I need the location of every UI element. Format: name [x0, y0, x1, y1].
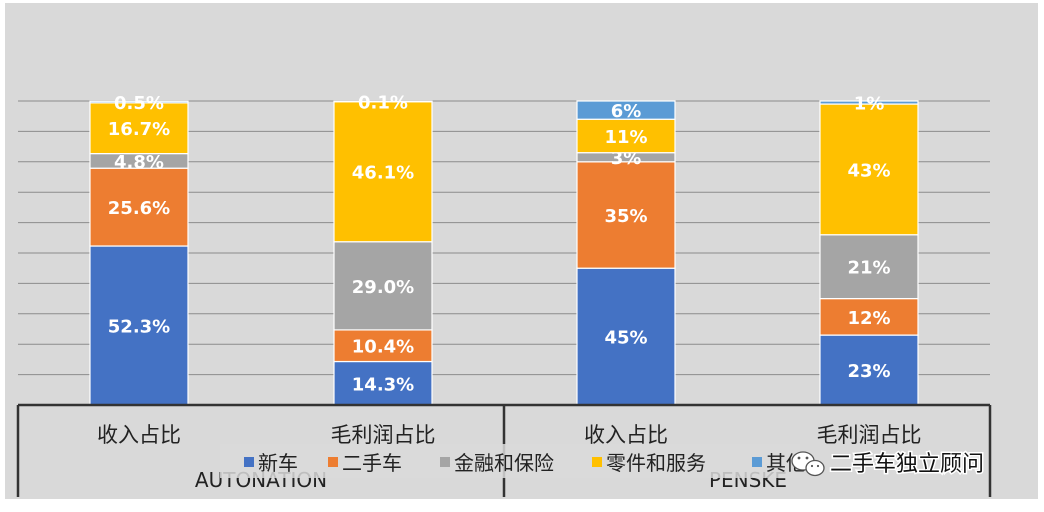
data-label: 23% — [847, 361, 890, 382]
bar-segment — [333, 241, 433, 331]
legend-label: 二手车 — [342, 451, 402, 475]
legend-background — [220, 444, 800, 478]
data-label: 1% — [854, 94, 885, 115]
bars: 52.3% 25.6% 4.8% 16.7% 0.5% 14.3% 10.4% 29.0% 46… — [89, 92, 919, 406]
data-label: 21% — [847, 258, 890, 279]
bar-segment — [89, 167, 189, 247]
data-label: 25.6% — [108, 198, 170, 219]
bar-segment — [89, 102, 189, 155]
bar-segment — [89, 100, 189, 104]
legend-label: 金融和保险 — [454, 451, 554, 475]
bar-segment — [333, 101, 433, 243]
bar-segment — [333, 360, 433, 406]
data-label: 12% — [847, 308, 890, 329]
legend-label: 新车 — [258, 451, 298, 475]
watermark-text: 二手车独立顾问 — [830, 452, 984, 477]
legend-swatch — [752, 457, 762, 467]
data-label: 0.5% — [114, 93, 164, 114]
bar-segment — [576, 118, 676, 154]
bar-segment — [576, 100, 676, 120]
legend-swatch — [592, 457, 602, 467]
bar-segment — [819, 234, 919, 300]
bar-segment — [819, 103, 919, 236]
tick-label: 收入占比 — [97, 423, 181, 447]
legend-swatch — [328, 457, 338, 467]
data-label: 11% — [604, 127, 647, 148]
data-label: 0.1% — [358, 92, 408, 113]
data-label: 3% — [611, 148, 642, 169]
data-label: 43% — [847, 160, 890, 181]
data-label: 35% — [604, 206, 647, 227]
data-label: 52.3% — [108, 317, 170, 338]
data-label: 4.8% — [114, 152, 164, 173]
svg-text:二手车独立顾问: 二手车独立顾问 — [830, 452, 984, 477]
legend: 新车 二手车 金融和保险 零件和服务 其他 — [220, 444, 806, 478]
bar-segment — [819, 100, 919, 105]
watermark: 二手车独立顾问 二手车独立顾问 — [791, 451, 986, 479]
data-label: 6% — [611, 101, 642, 122]
tick-label: 收入占比 — [584, 423, 668, 447]
legend-swatch — [440, 457, 450, 467]
bar-segment — [576, 161, 676, 269]
tick-label: 毛利润占比 — [331, 423, 436, 447]
wechat-icon — [791, 451, 825, 477]
data-label: 29.0% — [352, 277, 414, 298]
tick-label: 毛利润占比 — [817, 423, 922, 447]
bar-segment — [333, 100, 433, 103]
legend-label: 零件和服务 — [606, 451, 706, 475]
bar-segment — [819, 334, 919, 406]
bar-segment — [333, 329, 433, 363]
data-label: 14.3% — [352, 374, 414, 395]
data-label: 16.7% — [108, 119, 170, 140]
data-label: 46.1% — [352, 163, 414, 184]
bar-segment — [89, 245, 189, 406]
legend-swatch — [244, 457, 254, 467]
data-label: 45% — [604, 328, 647, 349]
data-label: 10.4% — [352, 337, 414, 358]
